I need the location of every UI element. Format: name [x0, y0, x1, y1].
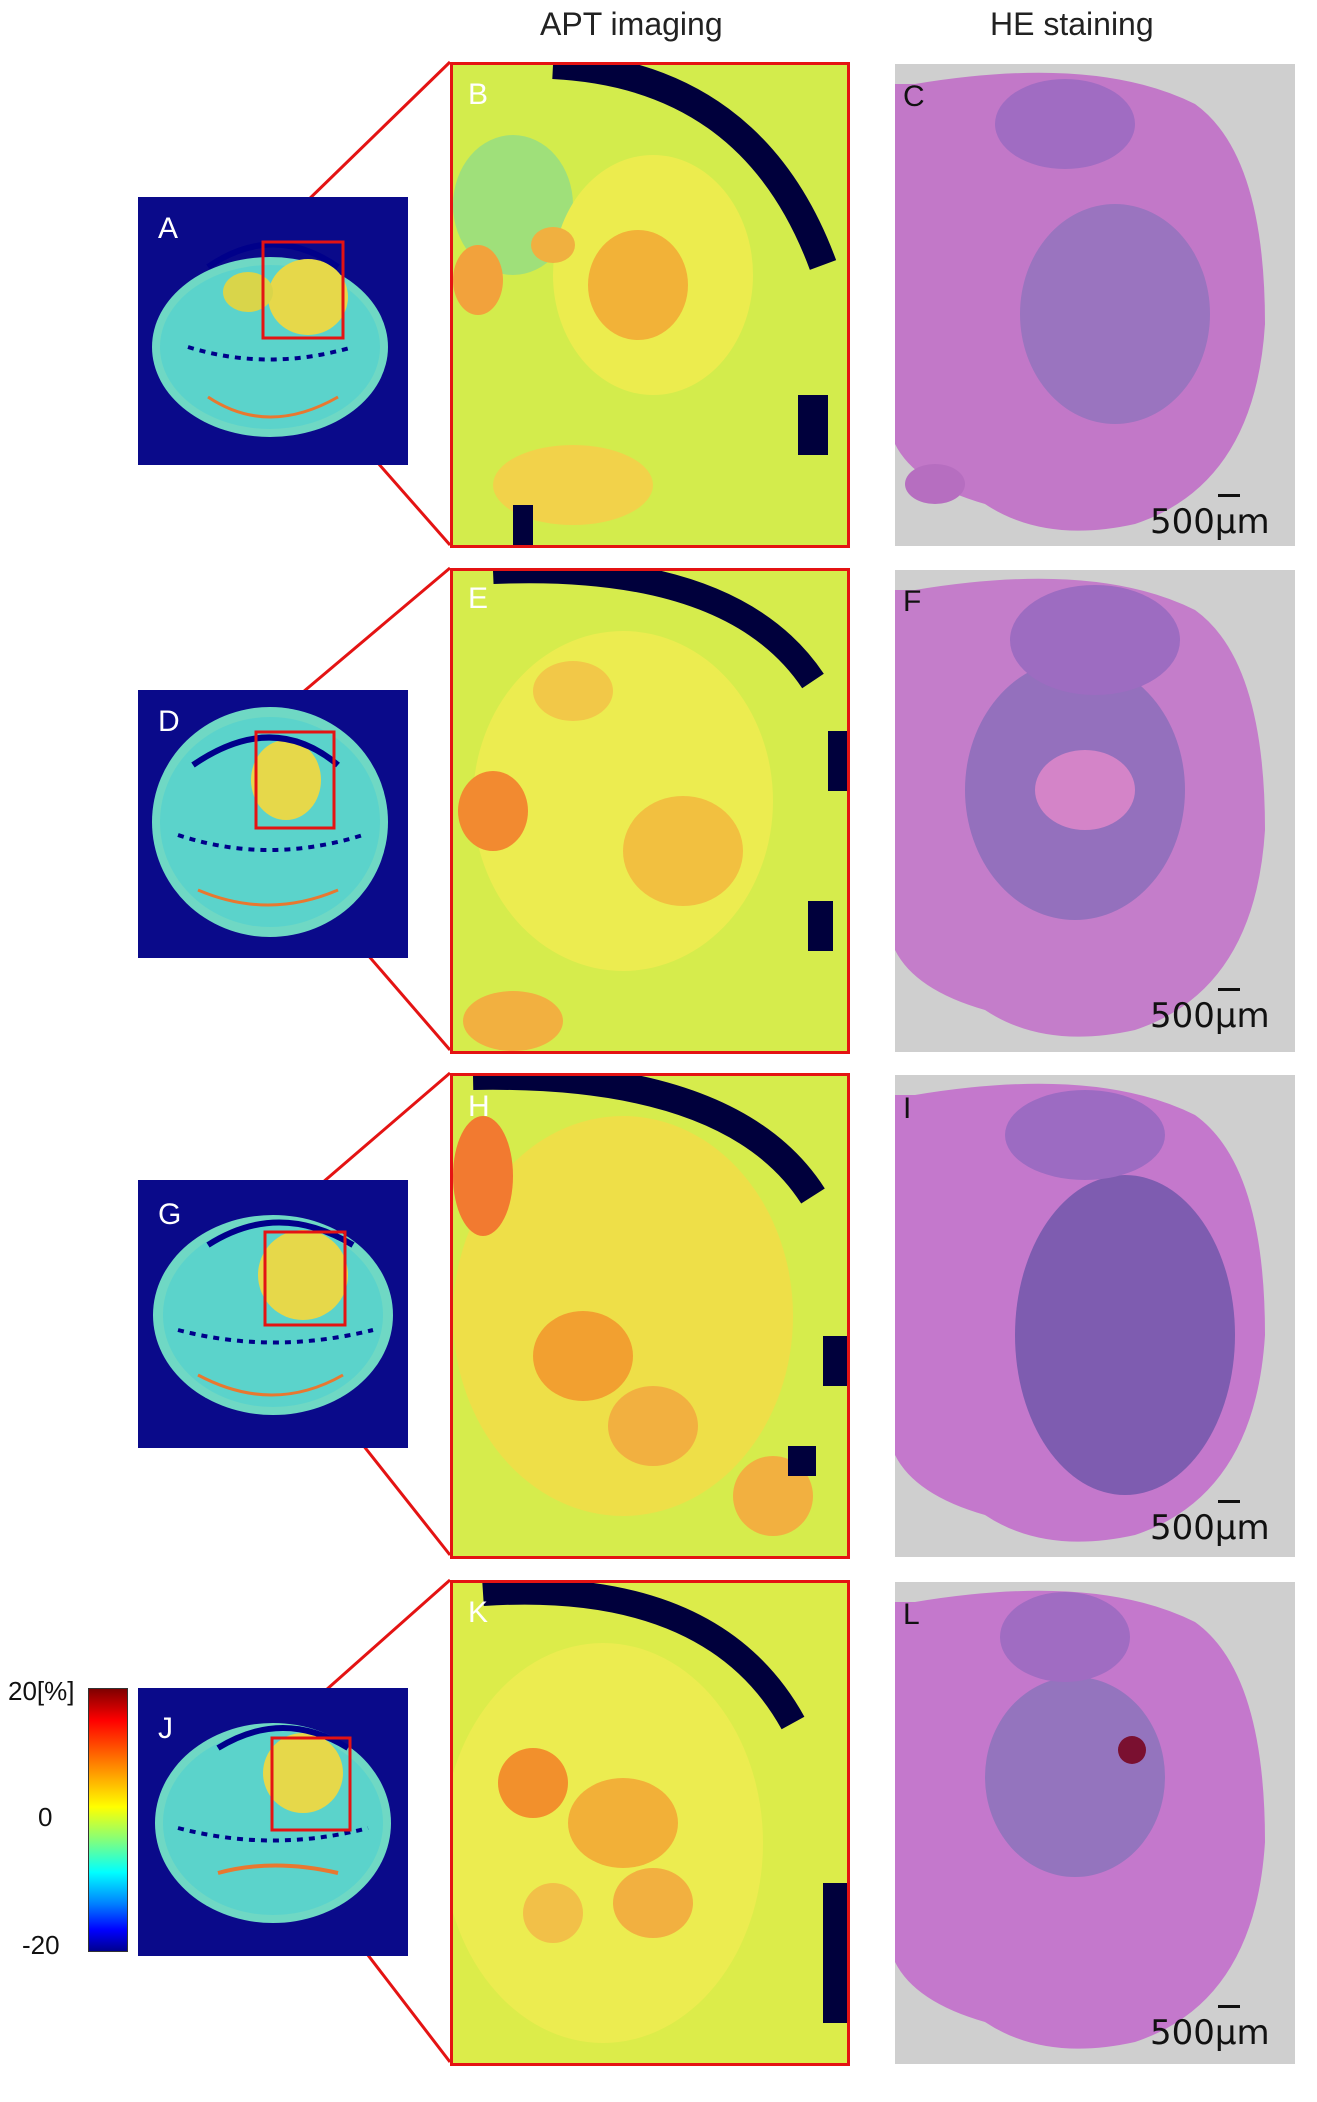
- panel-label-j: J: [158, 1712, 173, 1745]
- he-stain-panel-l: [895, 1582, 1295, 2064]
- panel-label-d: D: [158, 705, 180, 738]
- panel-label-c: C: [903, 80, 925, 113]
- panel-label-h: H: [468, 1090, 490, 1123]
- panel-label-i: I: [903, 1092, 912, 1125]
- apt-zoom-panel-k: [450, 1580, 850, 2066]
- he-stain-panel-i: [895, 1075, 1295, 1557]
- apt-thumbnail-g: [138, 1180, 408, 1448]
- apt-zoom-panel-e: [450, 568, 850, 1054]
- panel-label-g: G: [158, 1198, 182, 1231]
- colorbar-min-label: -20: [22, 1930, 60, 1960]
- scale-bar-c: [1218, 494, 1240, 497]
- panel-label-k: K: [468, 1596, 489, 1629]
- he-stain-panel-f: [895, 570, 1295, 1052]
- scale-bar-i: [1218, 1500, 1240, 1503]
- apt-thumbnail-j: [138, 1688, 408, 1956]
- panel-label-e: E: [468, 582, 489, 615]
- scale-bar-l: [1218, 2005, 1240, 2008]
- scale-label-f: 500μm: [1150, 996, 1270, 1036]
- panel-label-f: F: [903, 585, 922, 618]
- scale-label-c: 500μm: [1150, 502, 1270, 542]
- scale-bar-f: [1218, 988, 1240, 991]
- colorbar: [88, 1688, 128, 1952]
- he-stain-panel-c: [895, 64, 1295, 546]
- panel-label-l: L: [903, 1598, 920, 1631]
- panel-label-a: A: [158, 212, 179, 245]
- apt-thumbnail-a: [138, 197, 408, 465]
- panel-label-b: B: [468, 78, 489, 111]
- apt-zoom-panel-h: [450, 1073, 850, 1559]
- colorbar-mid-label: 0: [38, 1802, 53, 1832]
- scale-label-i: 500μm: [1150, 1508, 1270, 1548]
- colorbar-max-label: 20[%]: [8, 1676, 75, 1706]
- apt-imaging-header: APT imaging: [540, 6, 723, 42]
- he-staining-header: HE staining: [990, 6, 1154, 42]
- scale-label-l: 500μm: [1150, 2013, 1270, 2053]
- apt-zoom-panel-b: [450, 62, 850, 548]
- apt-thumbnail-d: [138, 690, 408, 958]
